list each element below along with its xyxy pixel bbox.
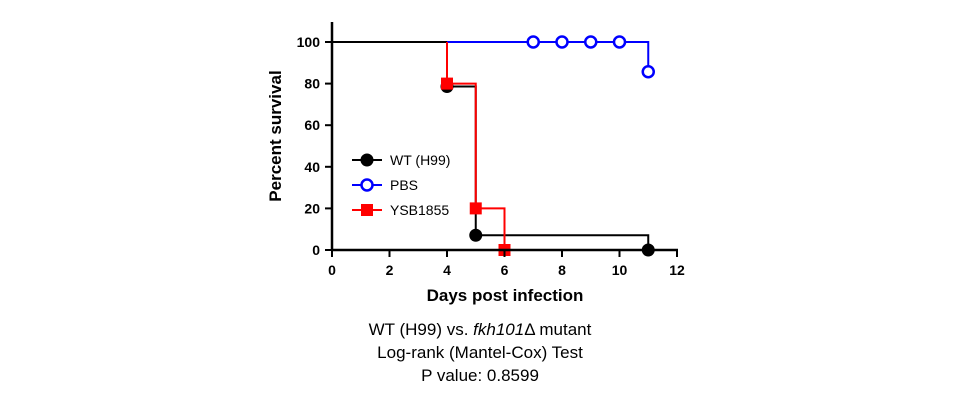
y-tick-label: 80 xyxy=(304,76,320,92)
x-tick-label: 10 xyxy=(612,262,628,278)
y-tick-label: 100 xyxy=(297,34,321,50)
x-tick-label: 6 xyxy=(501,262,509,278)
legend-label-wt-h99: WT (H99) xyxy=(390,152,450,168)
x-tick-label: 0 xyxy=(328,262,336,278)
series-line-ysb1855 xyxy=(446,42,506,250)
x-axis-title: Days post infection xyxy=(427,286,584,305)
y-tick-label: 60 xyxy=(304,117,320,133)
data-point-pbs xyxy=(641,64,655,79)
y-ticks: 0 20 40 60 80 100 xyxy=(297,34,332,258)
legend: WT (H99) PBS YSB1855 xyxy=(352,152,450,218)
y-tick-label: 40 xyxy=(304,159,320,175)
legend-marker-ysb1855 xyxy=(361,204,373,216)
caption-line-pvalue: P value: 0.8599 xyxy=(421,366,539,385)
y-axis-title: Percent survival xyxy=(266,70,285,201)
caption: WT (H99) vs. fkh101Δ mutant Log-rank (Ma… xyxy=(0,318,960,387)
caption-gene-name: fkh101 xyxy=(473,320,525,339)
x-tick-label: 2 xyxy=(386,262,394,278)
legend-label-pbs: PBS xyxy=(390,177,418,193)
x-ticks: 0 2 4 6 8 10 12 xyxy=(328,250,685,278)
legend-marker-wt-h99 xyxy=(360,153,374,167)
plot-markers xyxy=(440,35,655,257)
legend-marker-pbs xyxy=(360,178,374,192)
x-tick-label: 4 xyxy=(443,262,451,278)
series-line-pbs xyxy=(447,41,650,72)
series-line-wt-h99 xyxy=(332,41,650,250)
y-tick-label: 20 xyxy=(304,200,320,216)
data-point-ysb1855 xyxy=(441,77,453,90)
data-point-pbs xyxy=(584,35,598,49)
caption-line-comparison: WT (H99) vs. fkh101Δ mutant xyxy=(0,318,960,341)
x-tick-label: 8 xyxy=(558,262,566,278)
data-point-pbs xyxy=(612,35,627,49)
x-tick-label: 12 xyxy=(669,262,685,278)
data-point-pbs xyxy=(526,35,540,49)
legend-label-ysb1855: YSB1855 xyxy=(390,202,449,218)
plot-lines xyxy=(332,41,650,250)
caption-comparison-prefix: WT (H99) vs. xyxy=(368,320,474,339)
data-point-wt-h99 xyxy=(469,228,483,242)
caption-line-test: Log-rank (Mantel-Cox) Test xyxy=(377,343,583,362)
data-point-ysb1855 xyxy=(469,202,482,215)
y-tick-label: 0 xyxy=(312,242,320,258)
survival-chart: 0 2 4 6 8 10 12 0 20 40 60 80 100 Days post infecti… xyxy=(266,22,685,305)
caption-comparison-suffix: Δ mutant xyxy=(524,320,592,339)
data-point-pbs xyxy=(555,35,569,49)
